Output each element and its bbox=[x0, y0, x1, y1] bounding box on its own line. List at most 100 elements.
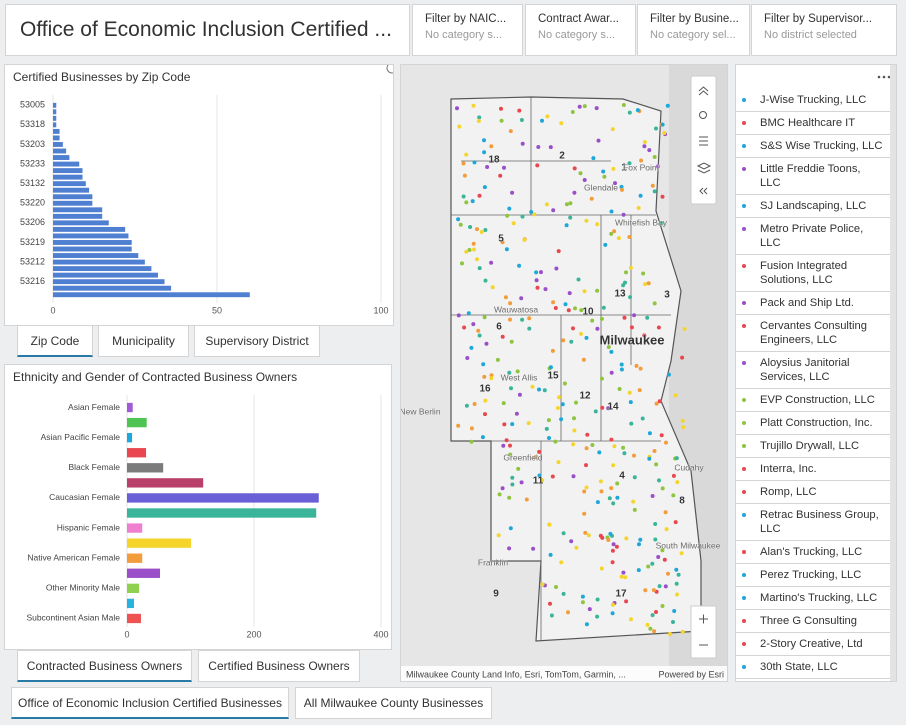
menu-icon[interactable] bbox=[876, 72, 896, 82]
map-dot bbox=[532, 212, 537, 217]
list-item[interactable]: Pack and Ship Ltd. bbox=[736, 292, 890, 315]
filter[interactable]: Contract Awar... No category s... bbox=[525, 4, 636, 56]
list-item[interactable]: 30th State, LLC bbox=[736, 656, 890, 679]
bar bbox=[53, 155, 70, 160]
map-dot bbox=[581, 357, 586, 362]
list-item[interactable]: Fusion Integrated Solutions, LLC bbox=[736, 255, 890, 292]
map-dot bbox=[571, 474, 576, 479]
map-dot bbox=[676, 572, 681, 577]
map-dot bbox=[566, 610, 570, 615]
map-dot bbox=[673, 393, 678, 398]
map-dot bbox=[640, 416, 645, 421]
list-item[interactable]: Three G Consulting bbox=[736, 610, 890, 633]
tab[interactable]: Supervisory District bbox=[194, 325, 320, 357]
list-item[interactable]: Platt Construction, Inc. bbox=[736, 412, 890, 435]
list-item[interactable]: Romp, LLC bbox=[736, 481, 890, 504]
expand-icon[interactable] bbox=[699, 187, 708, 195]
business-name: Perez Trucking, LLC bbox=[760, 569, 862, 581]
map-dot bbox=[603, 242, 608, 247]
map-dot bbox=[561, 338, 566, 343]
scrollbar[interactable] bbox=[890, 65, 896, 681]
map-dot bbox=[594, 106, 599, 111]
map-dot bbox=[503, 295, 508, 300]
map-dot bbox=[475, 227, 479, 232]
map-dot bbox=[595, 614, 600, 619]
map-dot bbox=[510, 482, 515, 487]
district-lines bbox=[451, 97, 671, 641]
list-item[interactable]: SJ Landscaping, LLC bbox=[736, 195, 890, 218]
map-dot bbox=[470, 199, 475, 204]
map-dot bbox=[638, 193, 643, 198]
map-dot bbox=[535, 285, 540, 290]
filter-label: Filter by Busine... bbox=[650, 13, 739, 25]
list-item[interactable]: EVP Construction, LLC bbox=[736, 389, 890, 412]
list-item[interactable]: Metro Private Police, LLC bbox=[736, 218, 890, 255]
map-dot bbox=[656, 555, 661, 559]
list-item[interactable]: Cervantes Consulting Engineers, LLC bbox=[736, 315, 890, 352]
tab[interactable]: All Milwaukee County Businesses bbox=[295, 687, 492, 719]
bar bbox=[53, 266, 152, 272]
list-item[interactable]: Martino's Trucking, LLC bbox=[736, 587, 890, 610]
collapse-icon[interactable] bbox=[698, 86, 709, 96]
map-dot bbox=[461, 161, 466, 166]
layers-icon[interactable] bbox=[696, 162, 712, 174]
map-dot bbox=[502, 422, 507, 427]
map-dot bbox=[572, 190, 577, 195]
zoom-in[interactable] bbox=[699, 614, 708, 624]
filter[interactable]: Filter by Busine... No category sel... bbox=[637, 4, 750, 56]
list-item[interactable]: S&S Wise Trucking, LLC bbox=[736, 135, 890, 158]
expand-icon[interactable] bbox=[386, 65, 393, 74]
map-dot bbox=[555, 406, 560, 410]
map-label: 15 bbox=[547, 371, 559, 382]
map-dot bbox=[489, 376, 494, 381]
map-dot bbox=[517, 392, 522, 397]
list-item[interactable]: Trujillo Drywall, LLC bbox=[736, 435, 890, 458]
map-dot bbox=[469, 345, 474, 350]
map-dot bbox=[464, 152, 469, 157]
tab[interactable]: Contracted Business Owners bbox=[17, 650, 192, 682]
tab[interactable]: Office of Economic Inclusion Certified B… bbox=[11, 687, 289, 719]
y-tick-label: 53216 bbox=[20, 276, 45, 286]
tab[interactable]: Zip Code bbox=[17, 325, 93, 357]
map-label: 14 bbox=[607, 402, 619, 413]
list-item[interactable]: Interra, Inc. bbox=[736, 458, 890, 481]
map-dot bbox=[611, 463, 616, 468]
bullet bbox=[742, 98, 746, 102]
map-dot bbox=[573, 306, 577, 311]
bar bbox=[53, 187, 90, 193]
map-dot bbox=[635, 108, 640, 113]
list-item[interactable]: Perez Trucking, LLC bbox=[736, 564, 890, 587]
list-item[interactable]: Retrac Business Group, LLC bbox=[736, 504, 890, 541]
map-dot bbox=[572, 166, 577, 171]
map-dot bbox=[652, 301, 657, 306]
list-item[interactable]: Little Freddie Toons, LLC bbox=[736, 158, 890, 195]
map-dot bbox=[609, 209, 614, 214]
map-dot bbox=[484, 341, 489, 346]
map-dot bbox=[556, 460, 561, 465]
tab[interactable]: Certified Business Owners bbox=[198, 650, 360, 682]
list-item[interactable]: Alan's Trucking, LLC bbox=[736, 541, 890, 564]
map-dot bbox=[519, 480, 524, 485]
search-icon[interactable] bbox=[699, 111, 707, 119]
list-item[interactable]: Aloysius Janitorial Services, LLC bbox=[736, 352, 890, 389]
bullet bbox=[742, 619, 746, 623]
map-dot bbox=[569, 539, 574, 544]
list-item[interactable]: J-Wise Trucking, LLC bbox=[736, 89, 890, 112]
filter[interactable]: Filter by Supervisor... No district selec… bbox=[751, 4, 897, 56]
map-dot bbox=[534, 278, 539, 283]
map-dot bbox=[477, 333, 482, 338]
map-dot bbox=[504, 438, 509, 443]
map-dot bbox=[615, 481, 620, 486]
tab[interactable]: Municipality bbox=[98, 325, 189, 357]
legend-icon[interactable] bbox=[699, 136, 708, 146]
filter[interactable]: Filter by NAIC... No category s... bbox=[412, 4, 523, 56]
map-dot bbox=[472, 160, 477, 165]
list-item[interactable]: BMC Healthcare IT bbox=[736, 112, 890, 135]
x-tick-label: 400 bbox=[373, 629, 388, 639]
map-dot bbox=[501, 401, 506, 406]
list-item[interactable]: 2-Story Creative, Ltd bbox=[736, 633, 890, 656]
map-dot bbox=[520, 214, 525, 219]
map-dot bbox=[582, 178, 587, 182]
map-dot bbox=[533, 455, 538, 460]
